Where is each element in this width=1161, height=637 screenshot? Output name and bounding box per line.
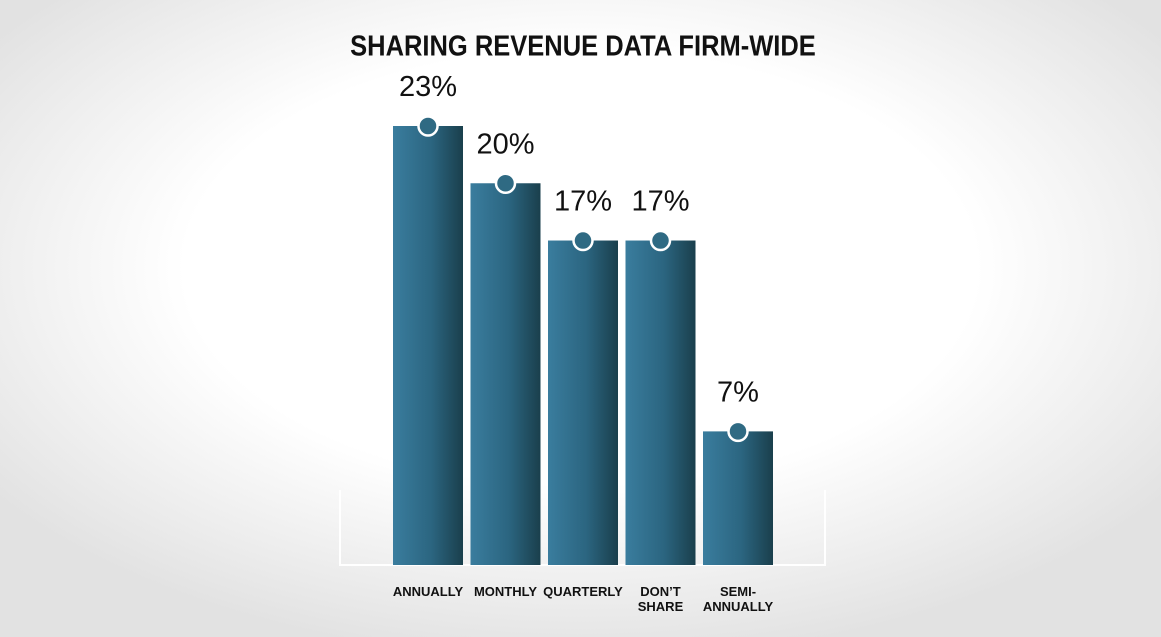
bar (470, 183, 541, 565)
chart-title: SHARING REVENUE DATA FIRM-WIDE (350, 29, 816, 62)
x-tick-label-line: QUARTERLY (543, 584, 623, 599)
x-tick-label: DON’T SHARE (638, 584, 684, 614)
bar-marker (727, 420, 749, 443)
bar (548, 240, 618, 566)
x-tick-label-line: SEMI- (720, 584, 756, 599)
value-label: 23% (399, 71, 457, 103)
bar-marker (649, 229, 672, 252)
value-label: 20% (476, 128, 534, 160)
bar (703, 431, 773, 565)
x-tick-label-line: ANNUALLY (393, 584, 464, 599)
bar-marker (494, 172, 517, 195)
x-tick-label-line: MONTHLY (474, 584, 537, 599)
bar (393, 126, 463, 565)
x-tick-label: SEMI-ANNUALLY (703, 584, 774, 614)
x-tick-label: MONTHLY (474, 584, 537, 599)
x-tick-label-line: ANNUALLY (703, 599, 774, 614)
x-tick-label: ANNUALLY (393, 584, 464, 599)
bar (625, 240, 696, 566)
x-tick-label: QUARTERLY (543, 584, 623, 599)
value-label: 7% (717, 376, 759, 408)
value-label: 17% (554, 186, 612, 218)
x-tick-label-line: SHARE (638, 599, 684, 614)
bar-marker (572, 229, 594, 252)
value-label: 17% (631, 186, 689, 218)
bar-marker (417, 115, 439, 137)
x-tick-label-line: DON’T (640, 584, 681, 599)
